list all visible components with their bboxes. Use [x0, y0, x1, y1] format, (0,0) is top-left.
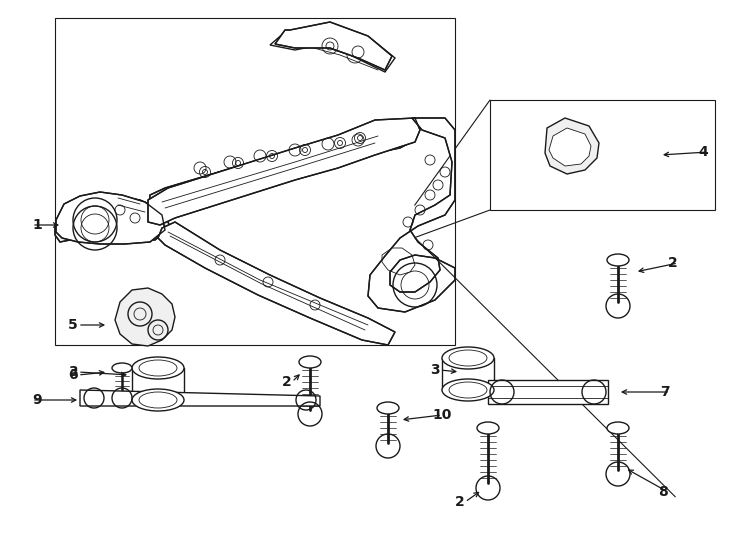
Text: 10: 10	[432, 408, 451, 422]
Text: 6: 6	[68, 368, 78, 382]
Polygon shape	[275, 22, 392, 70]
Ellipse shape	[607, 254, 629, 266]
Ellipse shape	[112, 363, 132, 373]
Ellipse shape	[442, 379, 494, 401]
Polygon shape	[549, 128, 591, 166]
Text: 5: 5	[68, 318, 78, 332]
Text: 9: 9	[32, 393, 42, 407]
Text: 2: 2	[282, 375, 291, 389]
Polygon shape	[158, 222, 395, 345]
Polygon shape	[80, 390, 320, 406]
Polygon shape	[56, 192, 165, 244]
Ellipse shape	[442, 347, 494, 369]
Ellipse shape	[607, 422, 629, 434]
Text: 8: 8	[658, 485, 668, 499]
Bar	[55, 18, 455, 345]
Polygon shape	[115, 288, 175, 346]
Ellipse shape	[299, 356, 321, 368]
Text: 7: 7	[660, 385, 669, 399]
Ellipse shape	[132, 357, 184, 379]
Text: 2: 2	[455, 495, 465, 509]
Text: 1: 1	[32, 218, 42, 232]
Ellipse shape	[132, 389, 184, 411]
Polygon shape	[488, 380, 608, 404]
Polygon shape	[148, 128, 415, 215]
Polygon shape	[368, 118, 455, 312]
Polygon shape	[55, 195, 170, 242]
Bar	[490, 100, 715, 210]
Polygon shape	[148, 118, 420, 225]
Ellipse shape	[477, 422, 499, 434]
Ellipse shape	[377, 402, 399, 414]
Polygon shape	[545, 118, 599, 174]
Text: 4: 4	[698, 145, 708, 159]
Text: 3: 3	[430, 363, 440, 377]
Text: 3: 3	[68, 365, 78, 379]
Text: 2: 2	[668, 256, 677, 270]
